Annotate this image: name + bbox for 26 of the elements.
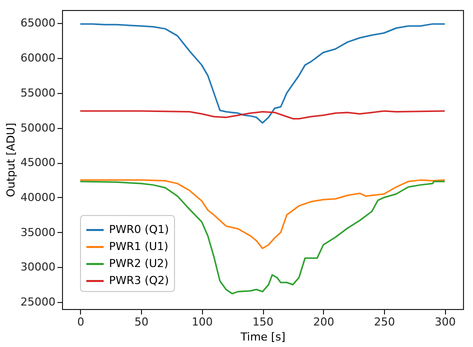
y-axis-title: Output [ADU]	[4, 122, 18, 198]
y-tick-label: 50000	[20, 121, 56, 134]
legend-label: PWR1 (U1)	[109, 240, 168, 253]
line-series	[79, 180, 446, 294]
x-tick-label: 50	[134, 316, 148, 328]
y-tick-label: 40000	[20, 190, 56, 204]
line-series	[79, 179, 446, 250]
legend-label: PWR0 (Q1)	[109, 223, 169, 236]
x-tick-label: 300	[434, 316, 456, 328]
y-tick-label: 30000	[20, 260, 56, 274]
y-tick-label: 65000	[20, 16, 56, 30]
x-axis-title: Time [s]	[240, 330, 286, 344]
y-tick-label: 55000	[20, 86, 56, 100]
x-tick-label: 250	[374, 316, 396, 328]
line-series	[79, 110, 446, 120]
line-series	[79, 23, 446, 124]
y-tick-label: 35000	[20, 226, 56, 239]
legend-label: PWR3 (Q2)	[109, 274, 169, 287]
x-tick-label: 200	[313, 316, 334, 328]
y-tick-label: 60000	[20, 52, 56, 65]
x-tick-label: 0	[77, 316, 84, 328]
x-tick-label: 150	[252, 316, 274, 328]
x-tick-label: 100	[192, 316, 213, 328]
y-tick-label: 25000	[20, 296, 56, 309]
y-tick-label: 45000	[20, 156, 56, 170]
legend-label: PWR2 (U2)	[109, 257, 168, 270]
